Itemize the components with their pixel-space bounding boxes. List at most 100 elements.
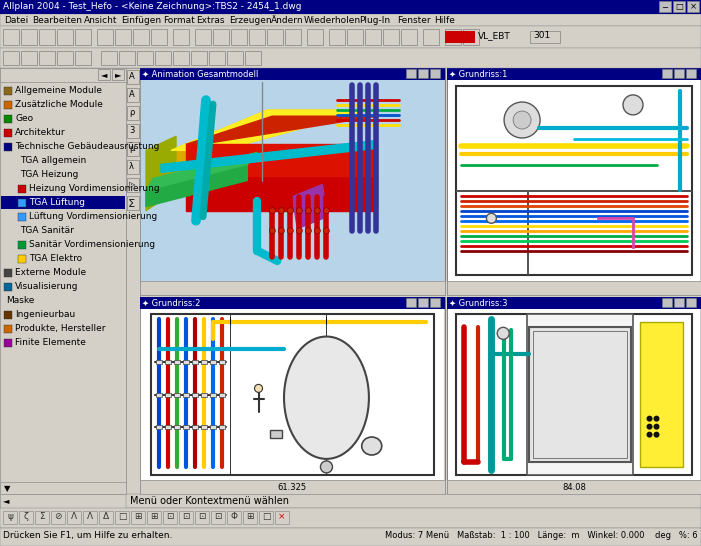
Text: Erzeugen: Erzeugen bbox=[229, 16, 271, 25]
Bar bbox=[35, 511, 49, 524]
Bar bbox=[140, 297, 445, 494]
Bar bbox=[75, 51, 91, 65]
Bar bbox=[674, 298, 684, 307]
Text: ⊞: ⊞ bbox=[246, 512, 254, 521]
Bar bbox=[140, 480, 445, 494]
Text: Visualisierung: Visualisierung bbox=[15, 282, 79, 291]
Text: ⊡: ⊡ bbox=[182, 512, 190, 521]
Text: ◄: ◄ bbox=[3, 496, 10, 505]
Text: ✦ Grundriss:2: ✦ Grundriss:2 bbox=[142, 299, 200, 308]
Circle shape bbox=[269, 207, 275, 213]
Bar bbox=[0, 482, 126, 494]
Text: ✦ Grundriss:1: ✦ Grundriss:1 bbox=[449, 70, 508, 79]
Bar bbox=[0, 0, 701, 14]
Bar bbox=[39, 29, 55, 45]
Bar bbox=[0, 14, 701, 26]
Bar bbox=[115, 511, 129, 524]
Bar bbox=[4, 143, 12, 151]
Polygon shape bbox=[292, 185, 327, 229]
Bar bbox=[19, 511, 33, 524]
Polygon shape bbox=[146, 136, 176, 211]
Bar bbox=[4, 339, 12, 347]
Text: Ingenieurbau: Ingenieurbau bbox=[15, 310, 75, 319]
Bar bbox=[448, 309, 700, 480]
Bar bbox=[270, 430, 282, 438]
Text: ⊡: ⊡ bbox=[215, 512, 222, 521]
Bar bbox=[659, 1, 671, 12]
Bar bbox=[183, 425, 189, 429]
Bar bbox=[687, 1, 699, 12]
Bar bbox=[127, 196, 139, 210]
Text: ▷: ▷ bbox=[129, 180, 135, 189]
Circle shape bbox=[287, 228, 293, 234]
Text: ◄: ◄ bbox=[101, 70, 107, 79]
Bar bbox=[456, 314, 692, 475]
Bar bbox=[447, 297, 701, 494]
Bar bbox=[151, 314, 434, 475]
Bar bbox=[201, 393, 207, 396]
Text: Lüftung Vordimensionierung: Lüftung Vordimensionierung bbox=[29, 212, 157, 221]
Bar bbox=[192, 393, 198, 396]
Bar bbox=[140, 281, 445, 295]
Bar bbox=[140, 68, 445, 295]
Text: Δ: Δ bbox=[103, 512, 109, 521]
Bar bbox=[201, 425, 207, 429]
Text: Menü oder Kontextmenü wählen: Menü oder Kontextmenü wählen bbox=[130, 496, 289, 506]
Bar bbox=[112, 69, 124, 80]
Bar bbox=[4, 115, 12, 123]
Text: I: I bbox=[229, 317, 231, 327]
Bar bbox=[18, 213, 26, 221]
Text: A: A bbox=[129, 90, 135, 99]
Bar bbox=[662, 298, 672, 307]
Bar bbox=[533, 331, 627, 458]
Polygon shape bbox=[146, 164, 247, 206]
Bar bbox=[0, 508, 701, 528]
Text: ⊞: ⊞ bbox=[135, 512, 142, 521]
Text: ψ: ψ bbox=[7, 512, 13, 521]
Text: ×: × bbox=[278, 512, 286, 521]
Bar bbox=[259, 511, 273, 524]
Text: 301: 301 bbox=[533, 31, 550, 40]
Bar bbox=[640, 322, 683, 467]
Bar bbox=[4, 325, 12, 333]
Bar bbox=[529, 327, 631, 462]
Circle shape bbox=[653, 424, 660, 430]
Bar bbox=[75, 29, 91, 45]
Polygon shape bbox=[186, 116, 377, 144]
Bar bbox=[156, 393, 162, 396]
Bar bbox=[0, 528, 701, 546]
Polygon shape bbox=[171, 150, 367, 191]
Text: ▼: ▼ bbox=[4, 484, 11, 493]
Bar bbox=[179, 511, 193, 524]
Bar bbox=[219, 425, 225, 429]
Bar bbox=[447, 68, 701, 80]
Bar bbox=[195, 29, 211, 45]
Bar bbox=[83, 511, 97, 524]
Bar bbox=[430, 298, 440, 307]
Text: Wiederholen: Wiederholen bbox=[304, 16, 361, 25]
Bar bbox=[307, 29, 323, 45]
Text: Datei: Datei bbox=[4, 16, 28, 25]
Bar bbox=[51, 511, 65, 524]
Text: Finite Elemente: Finite Elemente bbox=[15, 338, 86, 347]
Bar bbox=[213, 29, 229, 45]
Text: Einfügen: Einfügen bbox=[121, 16, 161, 25]
Bar bbox=[526, 190, 529, 275]
Bar bbox=[456, 86, 692, 275]
Circle shape bbox=[306, 228, 311, 234]
Bar bbox=[21, 51, 37, 65]
Bar bbox=[3, 29, 19, 45]
Bar bbox=[329, 29, 345, 45]
Text: Ansicht: Ansicht bbox=[83, 16, 117, 25]
Bar bbox=[211, 511, 225, 524]
Bar bbox=[126, 494, 701, 508]
Text: □: □ bbox=[118, 512, 126, 521]
Bar bbox=[219, 360, 225, 364]
Bar bbox=[210, 425, 216, 429]
Circle shape bbox=[254, 384, 263, 393]
Text: VL_EBT: VL_EBT bbox=[478, 31, 511, 40]
Text: ─: ─ bbox=[662, 2, 667, 11]
Bar bbox=[140, 297, 445, 309]
Circle shape bbox=[497, 327, 509, 339]
Bar bbox=[151, 29, 167, 45]
